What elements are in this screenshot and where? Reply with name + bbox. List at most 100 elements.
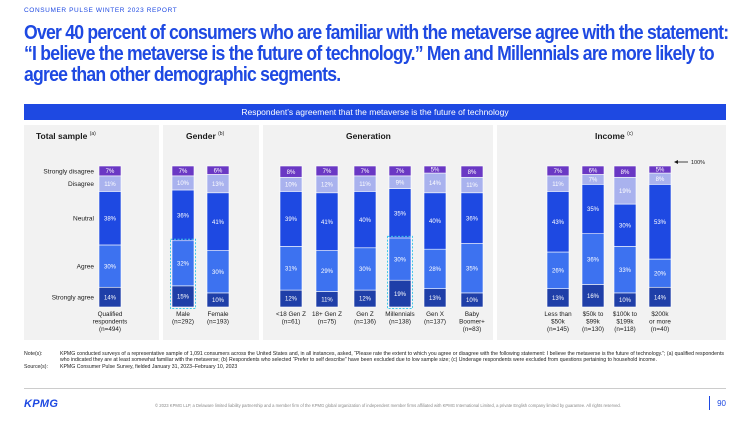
category-label-female: Female [208,311,229,318]
bar-value-gen-z-strongly-disagree: 7% [361,169,370,175]
bar-seg-gen-z-u18-strongly-disagree [279,165,303,178]
panel-title-total-text: Total sample [36,131,88,141]
bar-seg-female-strongly-disagree [206,165,230,175]
bar-value-inc-200-agree: 20% [654,271,667,277]
bar-value-gen-z-u18-neutral: 39% [285,217,298,223]
bar-value-gen-z-u18-agree: 31% [285,266,298,272]
highlight-outline-male [170,238,196,309]
category-label-total: respondents [93,319,128,326]
bar-value-gen-z-18-agree: 29% [321,269,334,275]
category-label-gen-z: (n=136) [354,319,376,326]
bar-seg-inc-200-strongly-disagree [648,165,672,174]
category-label-gen-z-18: 18+ Gen Z [312,311,342,318]
bar-seg-inc-100-199-strongly-disagree [613,165,637,178]
bar-value-gen-z-u18-disagree: 10% [285,183,298,189]
bar-seg-gen-x-strongly-disagree [423,165,447,174]
category-label-inc-lt50: (n=145) [547,326,569,333]
bar-value-female-neutral: 41% [212,220,225,226]
bar-value-inc-200-neutral: 53% [654,220,667,226]
bar-value-inc-lt50-strongly-disagree: 7% [554,169,563,175]
bar-value-male-strongly-agree: 15% [177,295,190,301]
panel-title-generation: Generation [346,131,391,141]
bar-seg-boomers-strongly-disagree [460,165,484,178]
annotation-arrowhead [674,160,678,164]
panel-title-income: Income (c) [595,131,633,141]
category-label-male: Male [176,311,190,318]
bar-value-inc-50-99-agree: 36% [587,257,600,263]
panel-title-gender-text: Gender [186,131,216,141]
stacked-bar-chart: Strongly agree Agree Neutral Disagree Strong… [43,160,705,333]
notes-block: Note(s): KPMG conducted surveys of a rep… [24,351,724,370]
bar-value-millennials-agree: 30% [394,257,407,263]
copyright-text: © 2023 KPMG LLP, a Delaware limited liab… [155,403,621,408]
bar-value-inc-lt50-agree: 26% [552,269,565,275]
bar-value-inc-200-strongly-agree: 14% [654,295,667,301]
bar-value-inc-50-99-strongly-agree: 16% [587,294,600,300]
bar-value-inc-200-strongly-disagree: 5% [656,168,665,174]
kpmg-logo: KPMG [24,398,59,410]
bar-value-gen-z-u18-strongly-agree: 12% [285,297,298,303]
bar-seg-male-strongly-disagree [171,165,195,177]
panel-title-income-note: (c) [627,131,633,138]
bar-value-inc-100-199-strongly-disagree: 8% [621,170,630,176]
bar-value-gen-x-disagree: 14% [429,181,442,187]
bar-value-inc-lt50-neutral: 43% [552,220,565,226]
bar-value-inc-50-99-strongly-disagree: 6% [589,168,598,174]
bar-value-inc-lt50-disagree: 11% [552,182,564,188]
category-label-inc-200: or more [649,319,671,326]
bar-seg-total-strongly-disagree [98,165,122,177]
bar-seg-inc-50-99-strongly-disagree [581,165,605,175]
bar-value-gen-z-strongly-agree: 12% [359,297,372,303]
page-number: 90 [717,399,726,408]
bar-value-millennials-strongly-agree: 19% [394,292,407,298]
category-label-inc-200: $200k [651,311,669,318]
bar-value-gen-z-agree: 30% [359,267,372,273]
source-text: KPMG Consumer Pulse Survey, fielded Janu… [60,363,238,370]
bar-value-total-strongly-disagree: 7% [106,169,115,175]
bar-value-inc-50-99-disagree: 7% [589,178,598,184]
headline-line-2: “I believe the metaverse is the future o… [24,42,715,65]
category-label-total: Qualified [98,311,123,318]
category-label-inc-100-199: $100k to [613,311,638,318]
category-label-gen-z-18: (n=75) [318,319,336,326]
bar-value-inc-50-99-neutral: 35% [587,207,600,213]
bar-value-female-disagree: 13% [212,182,225,188]
bar-value-total-strongly-agree: 14% [104,295,117,301]
headline: Over 40 percent of consumers who are fam… [24,22,729,85]
bar-value-millennials-strongly-disagree: 7% [396,169,405,175]
category-label-female: (n=193) [207,319,229,326]
panel-title-gender-note: (b) [218,131,225,138]
category-label-gen-x: (n=137) [424,319,446,326]
bar-value-inc-100-199-strongly-agree: 10% [619,298,632,304]
bar-value-boomers-disagree: 11% [466,183,478,189]
bar-value-boomers-neutral: 36% [466,216,479,222]
category-label-inc-lt50: Less than [544,311,572,318]
bar-value-gen-z-disagree: 11% [359,182,371,188]
bar-value-boomers-strongly-agree: 10% [466,298,479,304]
bar-value-inc-100-199-agree: 33% [619,268,632,274]
panel-title-total-note: (a) [89,131,96,138]
bar-value-gen-z-18-strongly-disagree: 7% [323,169,332,175]
bar-seg-inc-lt50-strongly-disagree [546,165,570,177]
highlight-outline-millennials [387,235,413,309]
bar-value-male-disagree: 10% [177,181,190,187]
bar-value-gen-z-neutral: 40% [359,218,372,224]
panel-income-bg [497,125,726,340]
report-kicker: CONSUMER PULSE WINTER 2023 REPORT [24,7,178,14]
bar-value-female-strongly-disagree: 6% [214,168,223,174]
bar-value-gen-z-u18-strongly-disagree: 8% [287,170,296,176]
bar-value-inc-100-199-neutral: 30% [619,223,632,229]
annotation-100-label: 100% [691,160,705,166]
category-label-inc-100-199: $199k [616,319,634,326]
bar-value-boomers-agree: 35% [466,266,479,272]
category-label-inc-100-199: (n=118) [614,326,635,333]
bar-value-millennials-disagree: 9% [396,180,405,186]
bar-value-inc-200-disagree: 8% [656,177,665,183]
footer-divider [24,388,726,389]
category-label-inc-200: (n=40) [651,326,669,333]
level-label-agree: Agree [77,264,95,271]
level-label-strongly-agree: Strongly agree [52,295,95,302]
bar-value-gen-z-18-neutral: 41% [321,220,334,226]
category-label-gen-z: Gen Z [356,311,374,318]
bar-value-gen-x-agree: 28% [429,267,442,273]
